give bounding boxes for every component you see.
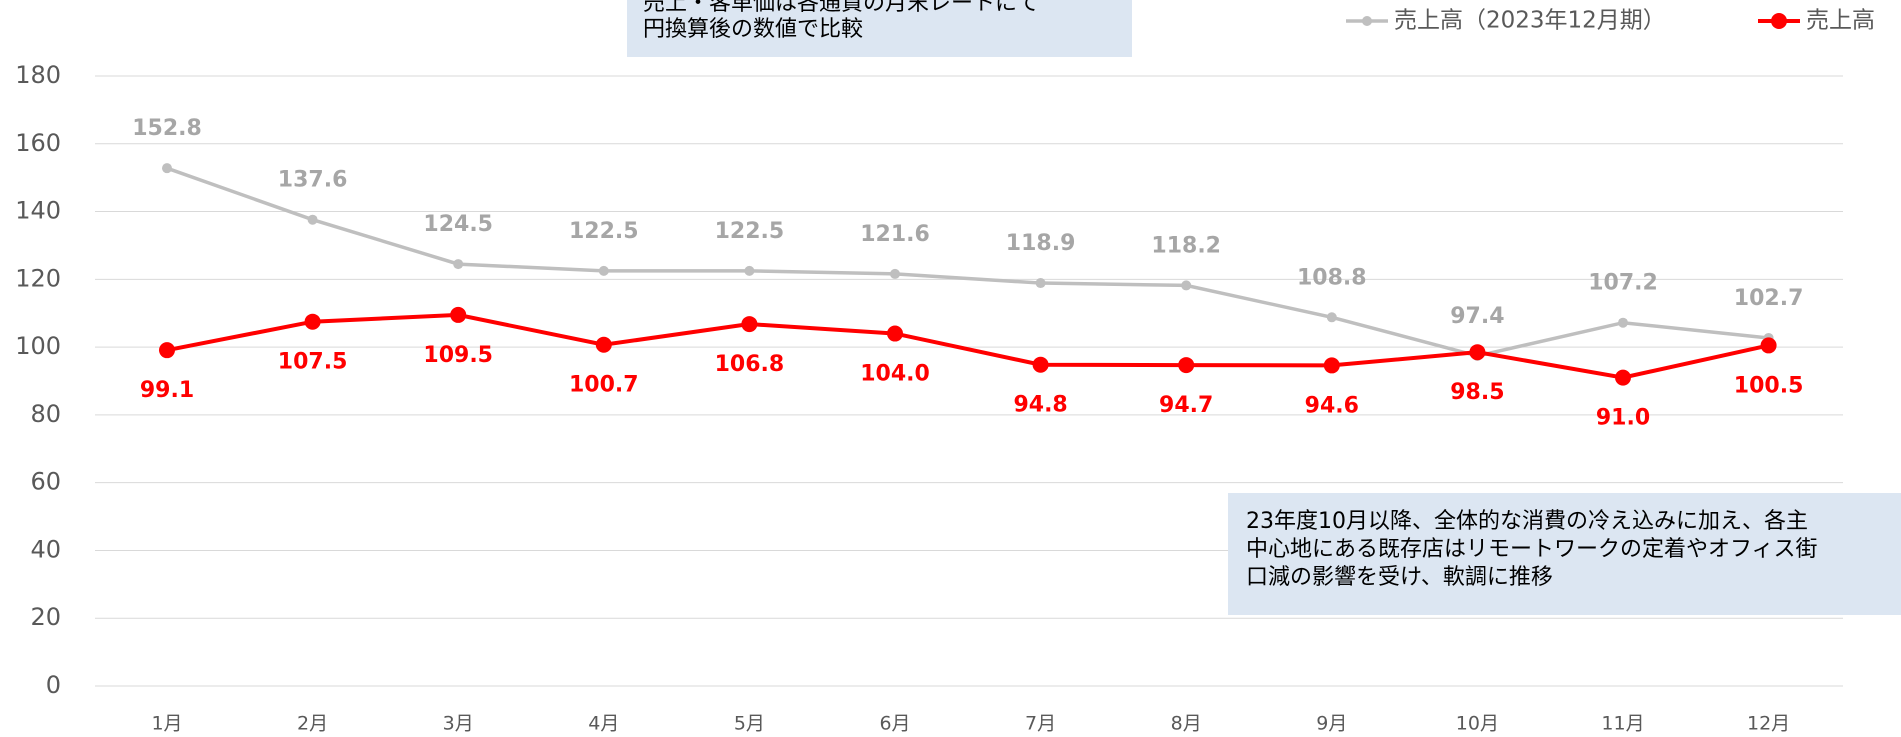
x-tick-label: 9月	[1316, 713, 1347, 735]
value-label: 99.1	[140, 378, 194, 403]
y-tick-label: 0	[46, 671, 61, 699]
point	[159, 342, 175, 359]
x-tick-label: 8月	[1171, 713, 1202, 735]
x-tick-label: 1月	[151, 713, 182, 735]
value-label: 108.8	[1297, 265, 1367, 290]
point	[162, 163, 172, 174]
value-label: 104.0	[860, 362, 930, 387]
y-tick-label: 120	[15, 264, 61, 292]
value-label: 98.5	[1450, 380, 1504, 405]
value-label: 118.9	[1006, 231, 1076, 256]
annotation-text: 口減の影響を受け、軟調に推移	[1246, 565, 1553, 590]
point	[1032, 356, 1049, 373]
y-tick-label: 160	[15, 129, 61, 157]
value-label: 94.6	[1305, 393, 1359, 418]
point	[307, 214, 318, 225]
x-tick-label: 6月	[879, 713, 910, 735]
value-label: 107.2	[1588, 271, 1658, 296]
value-label: 121.6	[860, 222, 930, 247]
point	[595, 336, 612, 353]
point	[1035, 278, 1046, 289]
y-tick-label: 100	[15, 332, 61, 360]
y-tick-label: 180	[15, 61, 61, 89]
x-tick-label: 3月	[443, 713, 474, 735]
value-label: 152.8	[132, 116, 202, 141]
point	[450, 306, 467, 323]
x-tick-label: 5月	[734, 713, 765, 735]
x-tick-label: 4月	[588, 713, 619, 735]
point	[890, 268, 900, 279]
point	[1323, 357, 1340, 374]
point	[1181, 280, 1192, 291]
point	[744, 265, 755, 276]
value-label: 137.6	[278, 168, 348, 193]
series-line	[166, 166, 1769, 358]
point	[1326, 312, 1337, 323]
point	[741, 316, 758, 333]
value-label: 124.5	[423, 212, 493, 237]
point	[1760, 337, 1777, 354]
value-label: 102.7	[1734, 286, 1804, 311]
point	[887, 325, 903, 342]
value-label: 94.7	[1159, 393, 1213, 418]
point	[453, 259, 464, 270]
x-tick-label: 12月	[1747, 713, 1790, 735]
point	[1469, 344, 1486, 361]
annotation-text: 23年度10月以降、全体的な消費の冷え込みに加え、各主	[1246, 509, 1808, 534]
value-label: 122.5	[569, 219, 639, 244]
value-label: 118.2	[1151, 233, 1221, 258]
x-tick-label: 11月	[1601, 713, 1644, 735]
y-tick-label: 140	[15, 197, 61, 225]
legend-label: 売上高	[1806, 8, 1875, 34]
point	[1178, 357, 1195, 374]
value-label: 100.5	[1734, 373, 1804, 398]
value-label: 91.0	[1596, 406, 1650, 431]
series-line	[166, 312, 1770, 380]
y-tick-label: 40	[30, 535, 61, 563]
point	[304, 313, 321, 330]
value-label: 94.8	[1013, 393, 1067, 418]
legend-marker	[1362, 16, 1372, 26]
x-tick-label: 7月	[1025, 713, 1056, 735]
annotation-text: 売上・客単価は各通貨の月末レートにて	[643, 0, 1039, 16]
annotation-text: 中心地にある既存店はリモートワークの定着やオフィス街	[1246, 537, 1818, 562]
point	[598, 265, 609, 276]
value-label: 107.5	[278, 350, 348, 375]
y-tick-label: 60	[30, 468, 61, 496]
legend-marker	[1771, 13, 1787, 29]
x-tick-label: 2月	[297, 713, 328, 735]
y-tick-label: 20	[30, 603, 61, 631]
value-label: 122.5	[715, 219, 785, 244]
annotation-box	[627, 0, 1132, 57]
annotation-text: 円換算後の数値で比較	[643, 17, 863, 42]
point	[1615, 369, 1631, 386]
y-tick-label: 80	[30, 400, 61, 428]
value-label: 109.5	[423, 343, 493, 368]
point	[1618, 317, 1628, 328]
annotation-box	[1228, 493, 1901, 615]
x-tick-label: 10月	[1456, 713, 1499, 735]
value-label: 97.4	[1450, 304, 1504, 329]
value-label: 106.8	[715, 352, 785, 377]
legend-label: 売上高（2023年12月期）	[1394, 8, 1666, 34]
value-label: 100.7	[569, 373, 639, 398]
